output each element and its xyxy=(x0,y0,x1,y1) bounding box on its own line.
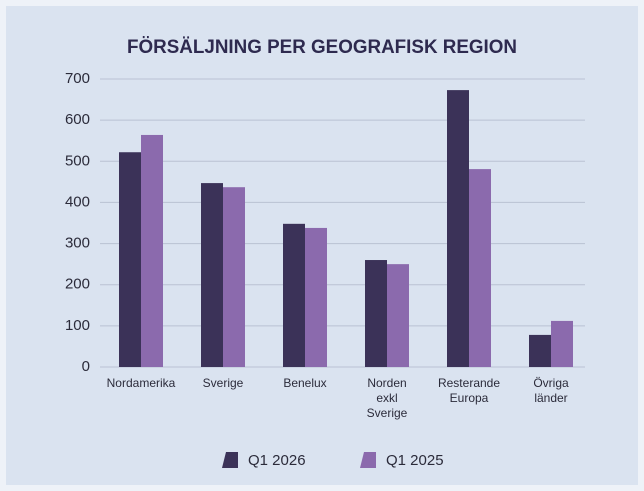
bar xyxy=(447,90,469,367)
x-tick-label: Övriga länder xyxy=(533,376,569,405)
bar xyxy=(387,264,409,367)
x-tick-label: Nordamerika xyxy=(107,376,176,390)
legend-swatch xyxy=(222,452,238,468)
x-tick-label: Norden exkl Sverige xyxy=(367,376,408,420)
y-tick-label: 400 xyxy=(65,193,90,210)
bar xyxy=(119,152,141,367)
bar xyxy=(529,334,551,367)
bar xyxy=(283,223,305,367)
x-tick-label: Resterande Europa xyxy=(438,376,500,405)
bar xyxy=(551,320,573,367)
y-tick-label: 200 xyxy=(65,276,90,293)
legend-label: Q1 2025 xyxy=(386,452,444,469)
bar xyxy=(469,169,491,367)
bar xyxy=(223,187,245,367)
bar xyxy=(305,227,327,367)
chart-title: FÖRSÄLJNING PER GEOGRAFISK REGION xyxy=(127,37,517,58)
y-tick-label: 700 xyxy=(65,70,90,87)
x-tick-label: Sverige xyxy=(203,376,244,390)
bar xyxy=(365,260,387,367)
legend-label: Q1 2026 xyxy=(248,452,306,469)
bar xyxy=(201,183,223,367)
y-tick-label: 0 xyxy=(82,358,90,375)
y-tick-label: 100 xyxy=(65,317,90,334)
x-tick-label: Benelux xyxy=(283,376,326,390)
bar xyxy=(141,134,163,367)
y-tick-label: 600 xyxy=(65,111,90,128)
legend-swatch xyxy=(360,452,376,468)
y-tick-label: 500 xyxy=(65,152,90,169)
y-tick-label: 300 xyxy=(65,235,90,252)
